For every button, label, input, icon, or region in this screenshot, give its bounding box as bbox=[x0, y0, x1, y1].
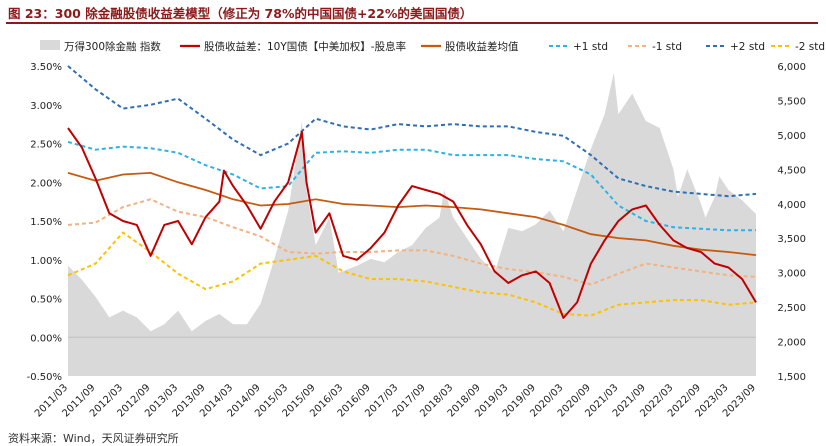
series-minus1-std bbox=[67, 198, 757, 286]
series-plus1-std bbox=[67, 140, 756, 232]
y-left-tick-label: 0.00% bbox=[30, 333, 62, 344]
y-right-tick-label: 3,500 bbox=[777, 234, 806, 245]
title-rule bbox=[6, 22, 818, 24]
legend-label: +2 std bbox=[730, 41, 765, 53]
y-left-tick-label: 2.50% bbox=[30, 140, 62, 151]
series-minus2-std bbox=[67, 231, 757, 317]
legend-label: -1 std bbox=[652, 41, 682, 53]
y-left-tick-label: 1.50% bbox=[30, 217, 62, 228]
y-right-tick-label: 2,000 bbox=[777, 338, 806, 349]
y-left-tick-label: 2.00% bbox=[30, 178, 62, 189]
y-left-tick-label: 1.00% bbox=[30, 256, 62, 267]
series-index-area bbox=[68, 72, 756, 377]
legend-label: +1 std bbox=[573, 41, 608, 53]
y-left-tick-label: -0.50% bbox=[27, 372, 62, 383]
y-right-tick-label: 5,000 bbox=[777, 131, 806, 142]
source-note: 资料来源：Wind，天风证券研究所 bbox=[8, 432, 179, 445]
legend-label: 股债收益差均值 bbox=[445, 40, 519, 53]
y-left-tick-label: 3.00% bbox=[30, 101, 62, 112]
figure-title: 图 23：300 除金融股债收益差模型（修正为 78%的中国国债+22%的美国国… bbox=[8, 6, 473, 21]
legend-swatch-index bbox=[40, 40, 60, 50]
y-right-tick-label: 1,500 bbox=[777, 372, 806, 383]
legend-label: 股债收益差：10Y国债【中美加权】-股息率 bbox=[204, 40, 406, 53]
series-spread-line bbox=[67, 127, 757, 319]
y-left-tick-label: 0.50% bbox=[30, 295, 62, 306]
bond-equity-spread-chart: -0.50% 0.00% 0.50% 1.00% 1.50% 2.00% 2.50% 3.00… bbox=[27, 40, 825, 419]
y-left-tick-label: 3.50% bbox=[30, 62, 62, 73]
y-right-tick-label: 6,000 bbox=[777, 62, 806, 73]
legend-label: 万得300除金融 指数 bbox=[64, 40, 161, 53]
y-right-tick-label: 4,000 bbox=[777, 200, 806, 211]
y-right-tick-label: 5,500 bbox=[777, 96, 806, 107]
y-right-tick-label: 2,500 bbox=[777, 303, 806, 314]
legend-label: -2 std bbox=[795, 41, 825, 53]
y-right-tick-label: 3,000 bbox=[777, 269, 806, 280]
y-right-tick-label: 4,500 bbox=[777, 165, 806, 176]
series-mean-line bbox=[67, 171, 757, 256]
